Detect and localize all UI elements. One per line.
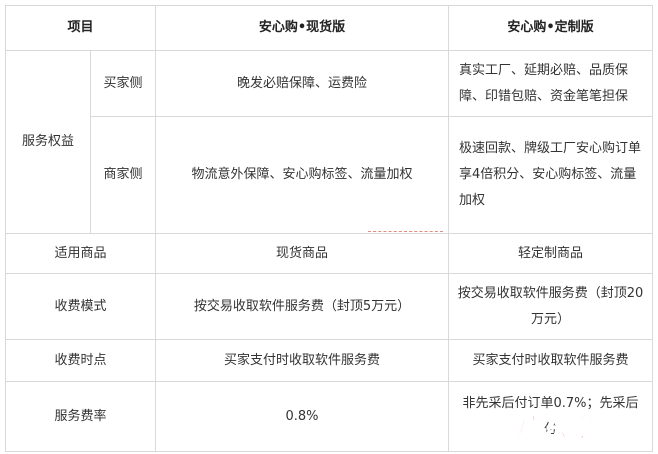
row: 适用商品 现货商品 轻定制商品 xyxy=(4,233,654,274)
row: 服务权益 买家侧 晚发必赔保障、运费险 真实工厂、延期必赔、品质保障、印错包赔、… xyxy=(5,50,654,234)
cell: 0.8% xyxy=(155,381,450,452)
row: 收费模式 按交易收取软件服务费（封顶5万元） 按交易收取软件服务费（封顶20万元… xyxy=(4,273,654,340)
cell: 服务费率 xyxy=(4,381,157,452)
cell: 按交易收取软件服务费（封顶5万元） xyxy=(155,273,450,340)
cell: 极速回款、牌级工厂安心购订单享4倍积分、安心购标签、流量加权 xyxy=(448,116,654,234)
row: 收费时点 买家支付时收取软件服务费 买家支付时收取软件服务费 xyxy=(4,339,654,382)
cell: 适用商品 xyxy=(4,233,157,274)
cell: 非先采后付订单0.7%；先采后付 xyxy=(448,381,654,452)
cell: 轻定制商品 xyxy=(448,233,654,274)
comparison-table: 项目 安心购•现货版 安心购•定制版 服务权益 买家侧 晚发必赔保障、运费险 真… xyxy=(4,5,654,452)
cell: 真实工厂、延期必赔、品质保障、印错包赔、资金笔笔担保 xyxy=(448,50,654,117)
cell: 晚发必赔保障、运费险 xyxy=(155,50,450,117)
header-cell: 项目 xyxy=(4,5,157,51)
header-cell: 安心购•现货版 xyxy=(155,5,450,51)
cell: 买家支付时收取软件服务费 xyxy=(155,339,450,382)
dashed-line xyxy=(368,231,443,232)
group-cell: 服务权益 xyxy=(5,50,91,234)
watermark: 广东龙网 xyxy=(514,414,620,445)
cell: 按交易收取软件服务费（封顶20万元） xyxy=(448,273,654,340)
header-row: 项目 安心购•现货版 安心购•定制版 xyxy=(4,5,654,51)
cell: 买家侧 xyxy=(89,50,157,117)
header-cell: 安心购•定制版 xyxy=(448,5,654,51)
cell: 收费时点 xyxy=(4,339,157,382)
cell: 现货商品 xyxy=(155,233,450,274)
cell: 买家支付时收取软件服务费 xyxy=(448,339,654,382)
row: 服务费率 0.8% 非先采后付订单0.7%；先采后付 xyxy=(4,381,654,452)
cell: 收费模式 xyxy=(4,273,157,340)
row: 商家侧 物流意外保障、安心购标签、流量加权 极速回款、牌级工厂安心购订单享4倍积… xyxy=(6,116,654,234)
cell: 物流意外保障、安心购标签、流量加权 xyxy=(155,116,450,234)
cell: 商家侧 xyxy=(89,116,157,234)
